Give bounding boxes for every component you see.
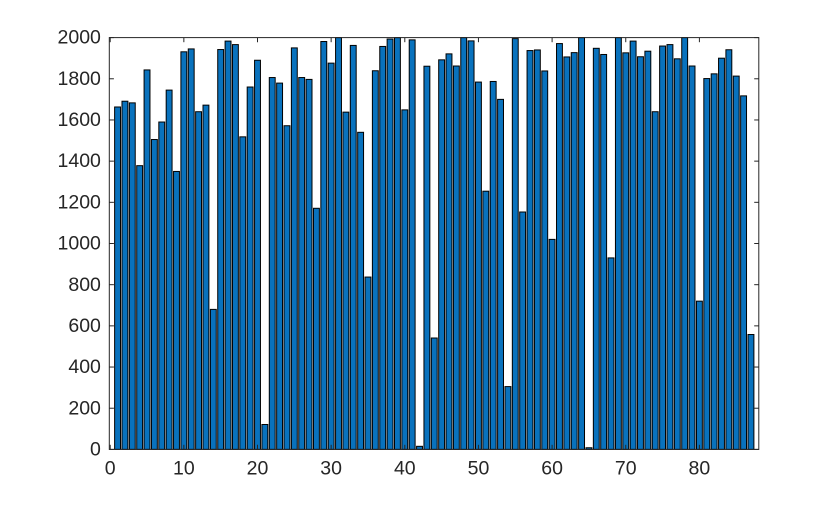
svg-text:80: 80 [689,458,711,480]
svg-text:600: 600 [68,315,101,337]
svg-text:0: 0 [90,439,101,461]
svg-text:70: 70 [615,458,637,480]
svg-text:0: 0 [105,458,116,480]
svg-text:30: 30 [320,458,342,480]
svg-text:60: 60 [541,458,563,480]
svg-text:400: 400 [68,356,101,378]
svg-text:20: 20 [247,458,269,480]
svg-text:10: 10 [173,458,195,480]
svg-text:2000: 2000 [58,27,102,49]
svg-text:1800: 1800 [58,68,102,90]
svg-text:1000: 1000 [58,233,102,255]
svg-text:1600: 1600 [58,109,102,131]
svg-text:200: 200 [68,397,101,419]
svg-text:1200: 1200 [58,191,102,213]
svg-text:40: 40 [394,458,416,480]
svg-text:50: 50 [468,458,490,480]
svg-text:800: 800 [68,274,101,296]
svg-text:1400: 1400 [58,150,102,172]
